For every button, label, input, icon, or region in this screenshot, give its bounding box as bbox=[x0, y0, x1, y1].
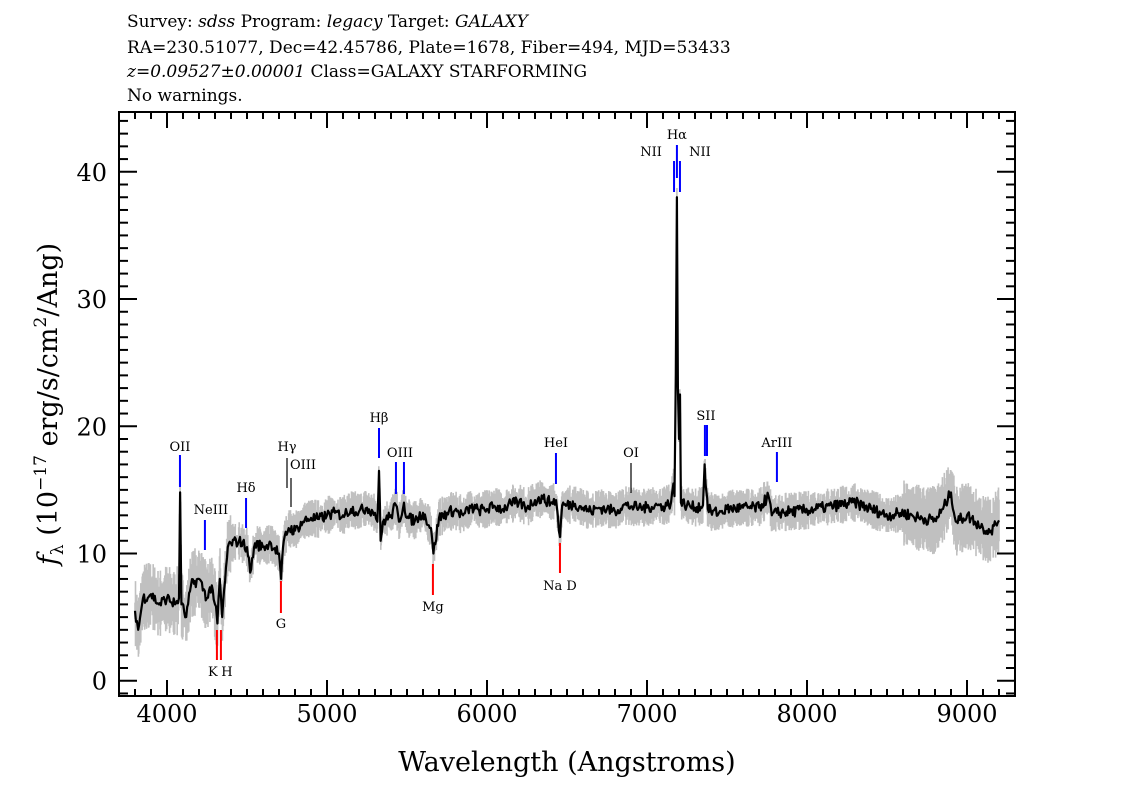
program-value: legacy bbox=[326, 12, 383, 32]
line-label: OIII bbox=[387, 446, 413, 461]
y-axis-label: fλ (10−17 erg/s/cm2/Ang) bbox=[31, 243, 68, 567]
line-label: G bbox=[276, 617, 286, 632]
line-label: Hβ bbox=[370, 411, 389, 426]
line-label: Na D bbox=[543, 579, 577, 594]
line-label: OIII bbox=[290, 458, 316, 473]
line-label: OII bbox=[169, 440, 190, 455]
program-label: Program: bbox=[240, 12, 322, 32]
line-label: HeI bbox=[544, 436, 568, 451]
y-tick-label: 20 bbox=[76, 413, 107, 441]
target-label: Target: bbox=[387, 12, 450, 32]
line-label: NeIII bbox=[194, 503, 228, 518]
line-label: Mg bbox=[422, 600, 444, 615]
y-tick-label: 10 bbox=[76, 540, 107, 568]
plot-frame bbox=[118, 111, 1016, 697]
line-label: ArIII bbox=[760, 436, 792, 451]
axis-ticks: 4000 5000 6000 7000 8000 9000 0 10 20 30 40 bbox=[76, 112, 1016, 728]
x-tick-label: 7000 bbox=[616, 700, 677, 728]
header-coords-line: RA=230.51077, Dec=42.45786, Plate=1678, … bbox=[127, 38, 731, 58]
header-redshift-line: z=0.09527±0.00001 Class=GALAXY STARFORMI… bbox=[127, 61, 587, 83]
y-tick-label: 0 bbox=[92, 668, 107, 696]
flux-line bbox=[133, 196, 1000, 631]
x-axis-label: Wavelength (Angstroms) bbox=[398, 747, 735, 778]
line-label: Hδ bbox=[236, 481, 255, 496]
header-warnings-line: No warnings. bbox=[127, 86, 243, 106]
line-label: H bbox=[221, 665, 232, 680]
line-label: K bbox=[208, 665, 218, 680]
header-survey-line: Survey: sdss Program: legacy Target: GAL… bbox=[127, 11, 528, 33]
x-tick-label: 4000 bbox=[136, 700, 197, 728]
survey-label: Survey: bbox=[127, 12, 193, 32]
target-value: GALAXY bbox=[455, 12, 528, 32]
line-label: SII bbox=[696, 409, 715, 424]
redshift-value: z=0.09527±0.00001 bbox=[127, 62, 306, 82]
line-label: NII bbox=[689, 145, 711, 160]
x-tick-label: 8000 bbox=[776, 700, 837, 728]
line-markers: OIINeIIIHδHγOIIIHβOIIIHeIOINIIHαNIISIIAr… bbox=[169, 128, 792, 680]
line-label: NII bbox=[640, 145, 662, 160]
y-tick-label: 40 bbox=[76, 159, 107, 187]
x-tick-label: 9000 bbox=[936, 700, 997, 728]
line-label: OI bbox=[623, 446, 639, 461]
line-label: Hα bbox=[667, 128, 687, 143]
class-value: Class=GALAXY STARFORMING bbox=[310, 62, 588, 82]
x-tick-label: 5000 bbox=[296, 700, 357, 728]
x-tick-label: 6000 bbox=[456, 700, 517, 728]
survey-value: sdss bbox=[198, 12, 236, 32]
line-label: Hγ bbox=[277, 440, 296, 455]
y-tick-label: 30 bbox=[76, 286, 107, 314]
